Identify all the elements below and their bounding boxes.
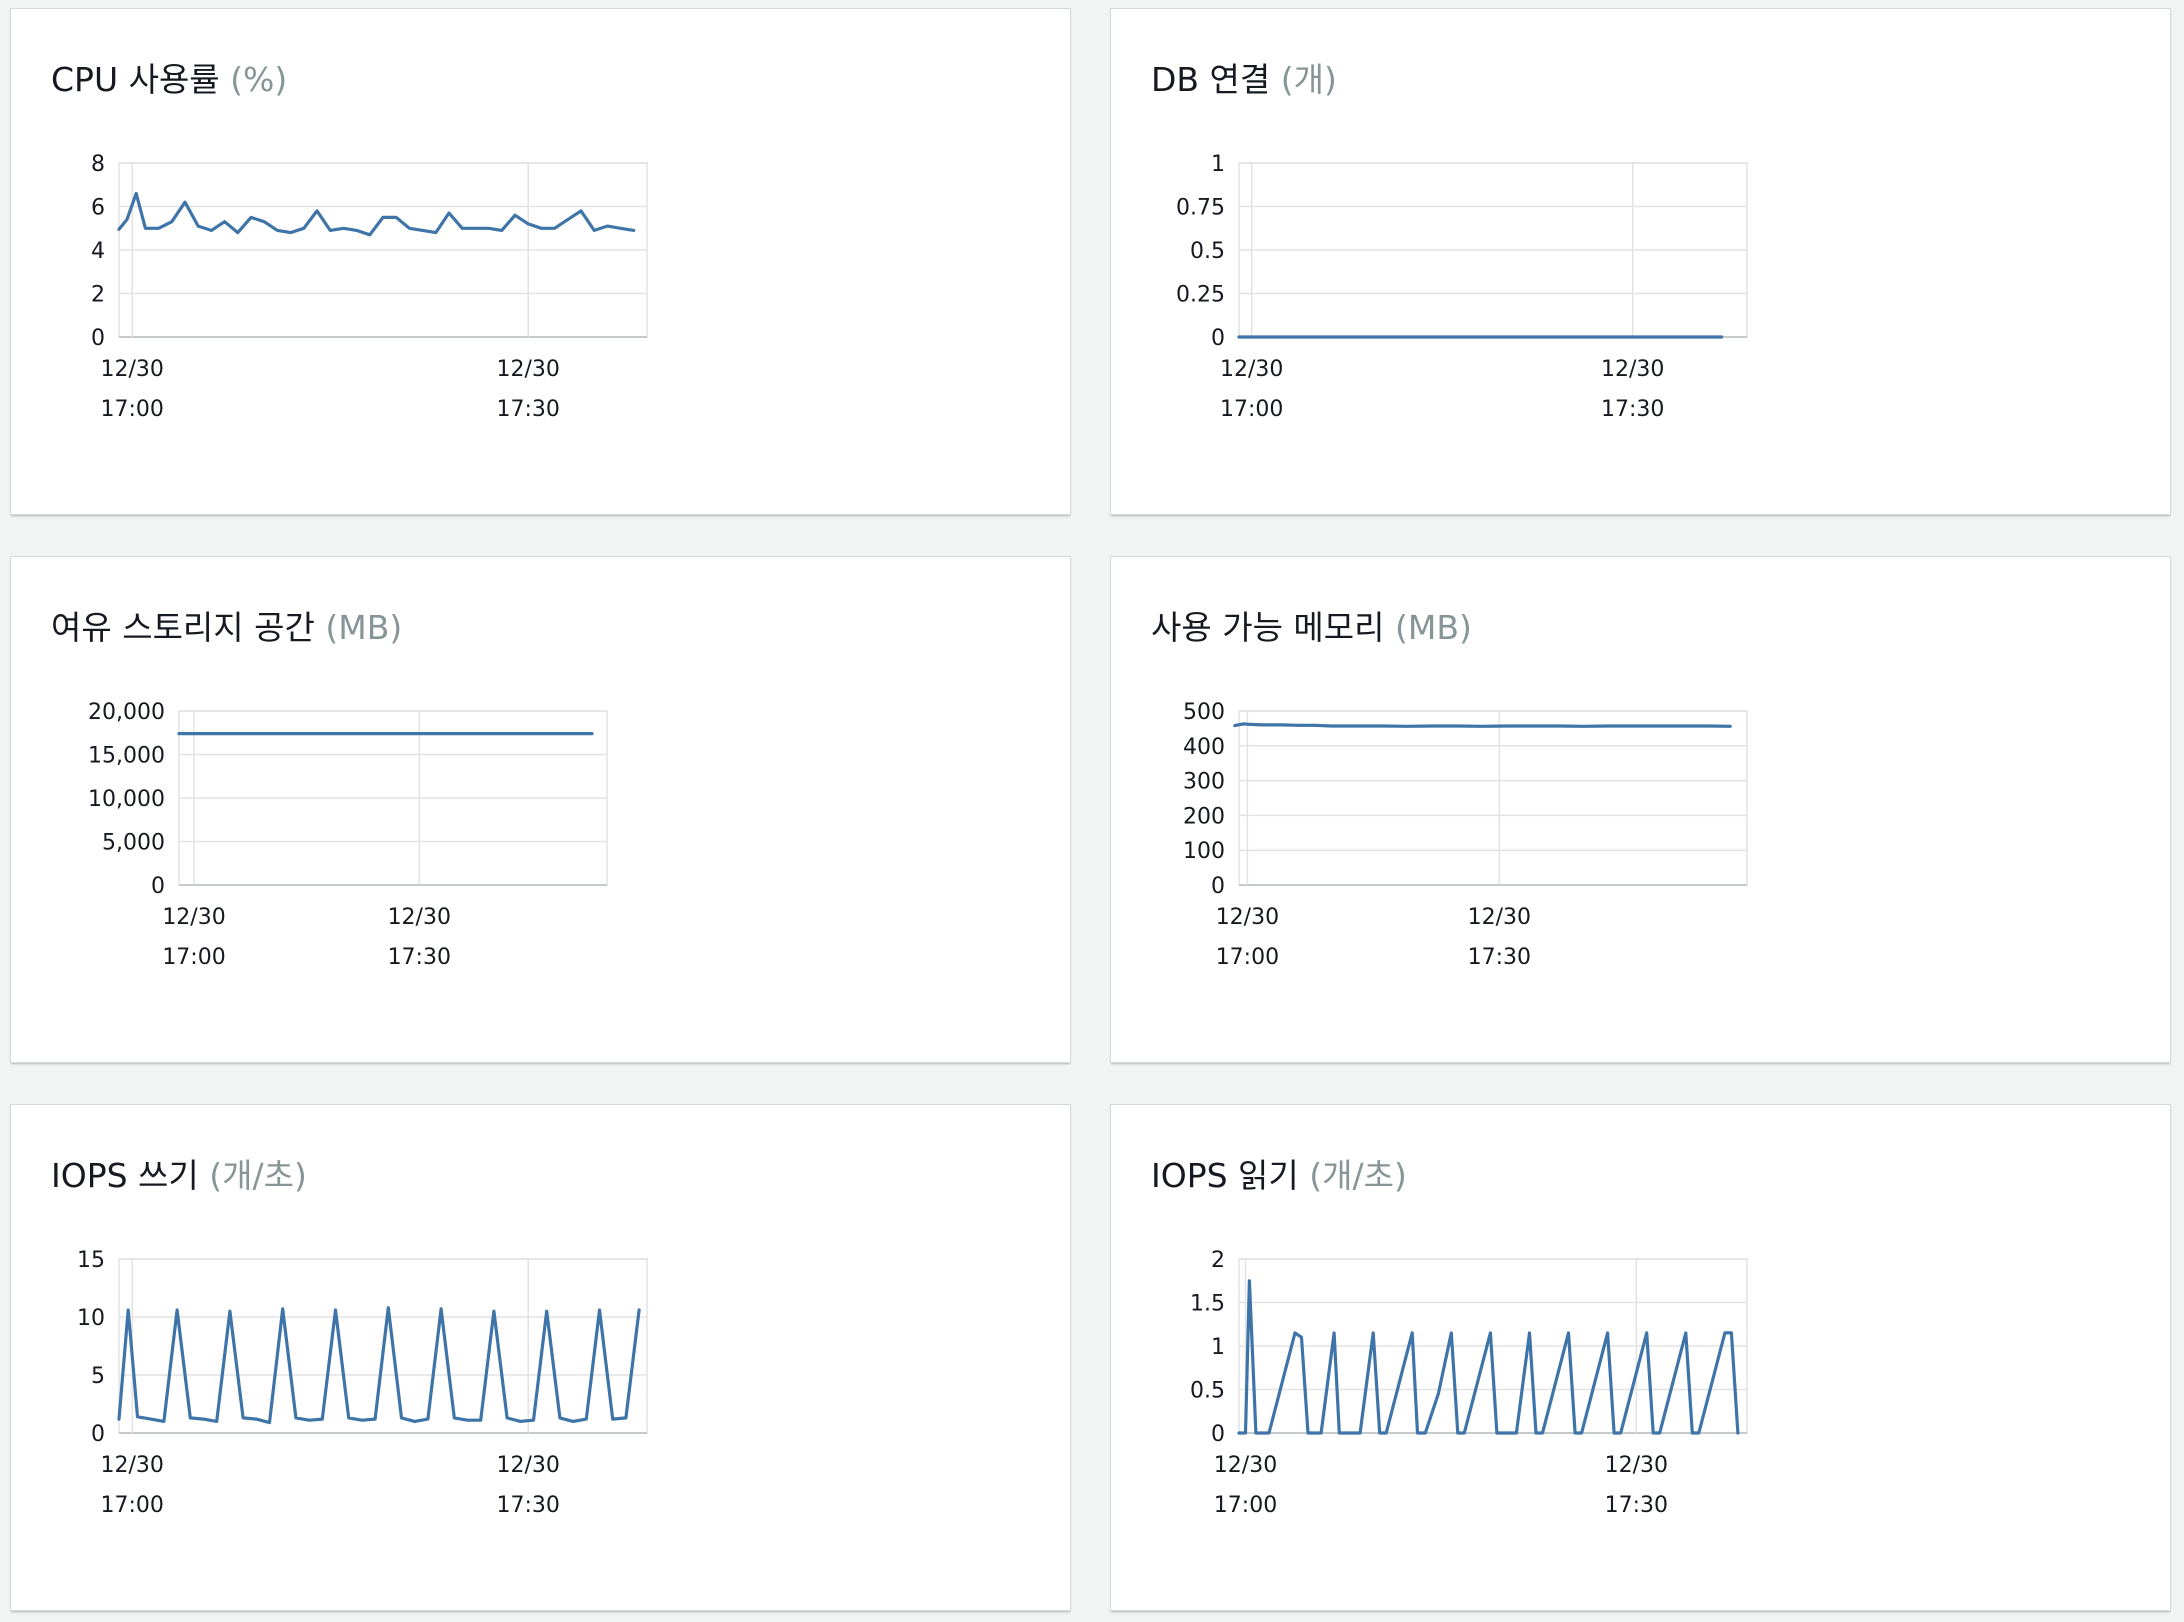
series-line <box>117 191 636 237</box>
y-tick-label: 20,000 <box>88 700 165 725</box>
x-tick-label-time: 17:30 <box>496 1493 559 1518</box>
x-tick-label-date: 12/30 <box>1216 905 1279 930</box>
x-tick-label-date: 12/30 <box>1601 357 1664 382</box>
x-tick-label-date: 12/30 <box>1605 1453 1668 1478</box>
panel-title: IOPS 읽기 (개/초) <box>1151 1156 1407 1195</box>
panel-title: DB 연결 (개) <box>1151 60 1337 99</box>
panel-title: 사용 가능 메모리 (MB) <box>1151 608 1472 647</box>
y-tick-label: 0.5 <box>1190 239 1225 264</box>
chart-read-iops: 0 0.5 1 1.5 2 12/30 17:00 12/30 17:30 <box>1190 1248 1748 1518</box>
x-tick-label-time: 17:30 <box>496 397 559 422</box>
y-tick-label: 1 <box>1211 152 1225 177</box>
x-tick-label-date: 12/30 <box>100 1453 163 1478</box>
y-tick-label: 0 <box>1211 326 1225 351</box>
y-tick-label: 5,000 <box>102 831 165 856</box>
chart-freeable-memory: 0 100 200 300 400 500 12/30 17:00 12/30 17:30 <box>1183 700 1748 970</box>
y-tick-label: 0 <box>91 1422 105 1447</box>
y-tick-label: 15,000 <box>88 744 165 769</box>
x-tick-label-time: 17:30 <box>1601 397 1664 422</box>
x-tick-label-time: 17:00 <box>162 945 225 970</box>
y-tick-label: 8 <box>91 152 105 177</box>
panel-freeable-memory: 사용 가능 메모리 (MB) 0 100 200 300 400 500 12/30 17:0… <box>1110 556 2171 1063</box>
panel-free-storage: 여유 스토리지 공간 (MB) 0 5,000 10,000 15,000 20,000… <box>10 556 1071 1063</box>
x-tick-label-time: 17:00 <box>1220 397 1283 422</box>
series-line <box>1237 1279 1740 1435</box>
x-tick-label-time: 17:00 <box>100 397 163 422</box>
y-tick-label: 2 <box>1211 1248 1225 1273</box>
y-tick-label: 1 <box>1211 1335 1225 1360</box>
x-tick-label-date: 12/30 <box>496 357 559 382</box>
y-tick-label: 10 <box>77 1306 105 1331</box>
y-tick-label: 0 <box>151 874 165 899</box>
y-tick-label: 0.75 <box>1176 196 1225 221</box>
panel-title: 여유 스토리지 공간 (MB) <box>51 608 403 647</box>
y-tick-label: 0.25 <box>1176 283 1225 308</box>
plot-frame <box>1238 710 1748 886</box>
x-tick-label-time: 17:30 <box>1468 945 1531 970</box>
x-tick-label-date: 12/30 <box>1468 905 1531 930</box>
series-line <box>1233 722 1732 728</box>
y-tick-label: 500 <box>1183 700 1225 725</box>
x-tick-label-date: 12/30 <box>1220 357 1283 382</box>
y-tick-label: 100 <box>1183 839 1225 864</box>
y-tick-label: 6 <box>91 196 105 221</box>
series-line <box>117 1306 641 1425</box>
x-tick-label-time: 17:30 <box>388 945 451 970</box>
x-tick-label-time: 17:30 <box>1605 1493 1668 1518</box>
y-tick-label: 0 <box>1211 1422 1225 1447</box>
y-tick-label: 5 <box>91 1364 105 1389</box>
chart-write-iops: 0 5 10 15 12/30 17:00 12/30 17:30 <box>77 1248 648 1518</box>
panel-write-iops: IOPS 쓰기 (개/초) 0 5 10 15 12/30 17:00 12/30 17:30 <box>10 1104 1071 1611</box>
chart-db-connections: 0 0.25 0.5 0.75 1 12/30 17:00 12/30 17:30 <box>1176 152 1748 422</box>
y-tick-label: 15 <box>77 1248 105 1273</box>
y-tick-label: 2 <box>91 283 105 308</box>
x-tick-label-date: 12/30 <box>1214 1453 1277 1478</box>
x-tick-label-date: 12/30 <box>388 905 451 930</box>
panel-title: IOPS 쓰기 (개/초) <box>51 1156 307 1195</box>
x-tick-label-date: 12/30 <box>162 905 225 930</box>
y-tick-label: 4 <box>91 239 105 264</box>
panel-cpu: CPU 사용률 (%) 0 2 4 6 8 12/30 17:00 12/30 17:30 <box>10 8 1071 515</box>
y-tick-label: 300 <box>1183 770 1225 795</box>
chart-free-storage: 0 5,000 10,000 15,000 20,000 12/30 17:00 12/30 1… <box>88 700 608 970</box>
y-tick-label: 0.5 <box>1190 1379 1225 1404</box>
panel-db-connections: DB 연결 (개) 0 0.25 0.5 0.75 1 12/30 17:00 12/30 17… <box>1110 8 2171 515</box>
x-tick-label-time: 17:00 <box>1214 1493 1277 1518</box>
x-tick-label-date: 12/30 <box>496 1453 559 1478</box>
y-tick-label: 200 <box>1183 804 1225 829</box>
panel-read-iops: IOPS 읽기 (개/초) 0 0.5 1 1.5 2 12/30 17:00 12/30 17… <box>1110 1104 2171 1611</box>
y-tick-label: 0 <box>91 326 105 351</box>
y-tick-label: 10,000 <box>88 787 165 812</box>
y-tick-label: 1.5 <box>1190 1292 1225 1317</box>
x-tick-label-time: 17:00 <box>1216 945 1279 970</box>
y-tick-label: 0 <box>1211 874 1225 899</box>
y-tick-label: 400 <box>1183 735 1225 760</box>
x-tick-label-time: 17:00 <box>100 1493 163 1518</box>
panel-title: CPU 사용률 (%) <box>51 60 288 99</box>
x-tick-label-date: 12/30 <box>100 357 163 382</box>
chart-cpu: 0 2 4 6 8 12/30 17:00 12/30 17:30 <box>91 152 648 422</box>
